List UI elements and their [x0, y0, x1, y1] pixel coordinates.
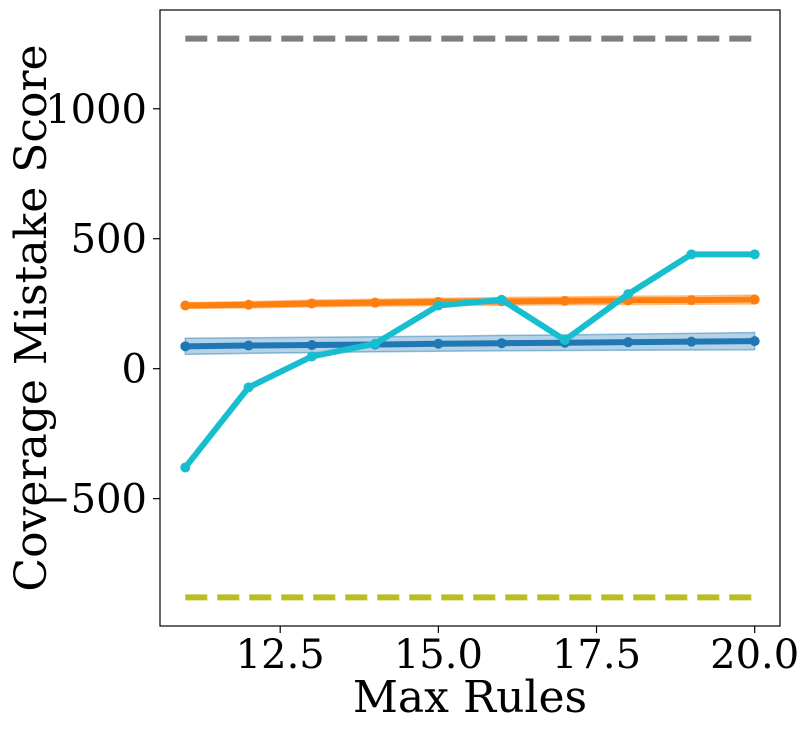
plot-frame: [159, 9, 781, 627]
x-tick-label: 20.0: [710, 632, 798, 678]
x-tick-label: 17.5: [552, 632, 641, 678]
series-0-point: [370, 297, 381, 308]
series-1-point: [180, 341, 191, 352]
series-1-line: [182, 338, 758, 350]
series-1-point: [496, 338, 507, 349]
series-2-point: [623, 289, 634, 300]
y-tick-label: 0: [122, 347, 147, 393]
series-0-point: [686, 295, 697, 306]
y-axis-label: Coverage Mistake Score: [6, 44, 57, 591]
series-2-point: [243, 382, 254, 393]
x-axis-label: Max Rules: [353, 672, 587, 723]
x-tick-label: 15.0: [394, 632, 483, 678]
series-2-point: [686, 249, 697, 260]
series-2-point: [370, 338, 381, 349]
series-1: [180, 331, 760, 356]
series-2-point: [496, 294, 507, 305]
series-2: [180, 249, 760, 473]
y-tick-label: 500: [71, 217, 147, 263]
series-2-point: [749, 249, 760, 260]
series-0-point: [749, 294, 760, 305]
series-1-point: [306, 340, 317, 351]
series-1-point: [243, 340, 254, 351]
tick-layer: 12.5 15.0 17.5 20.0 −500 0 500 1000: [37, 87, 798, 678]
series-2-point: [180, 462, 191, 473]
series-0-point: [243, 299, 254, 310]
series-1-point: [433, 338, 444, 349]
y-tick-label: −500: [37, 477, 147, 523]
series-0-point: [180, 300, 191, 311]
series-1-point: [623, 337, 634, 348]
series-layer: [180, 35, 760, 601]
series-2-line: [182, 251, 758, 471]
series-1-point: [686, 336, 697, 347]
x-tick-label: 12.5: [236, 632, 325, 678]
series-1-point: [749, 336, 760, 347]
y-tick-label: 1000: [45, 87, 147, 133]
series-0-point: [559, 295, 570, 306]
series-2-point: [306, 351, 317, 362]
series-2-point: [433, 300, 444, 311]
series-2-point: [559, 335, 570, 346]
series-0-point: [306, 298, 317, 309]
